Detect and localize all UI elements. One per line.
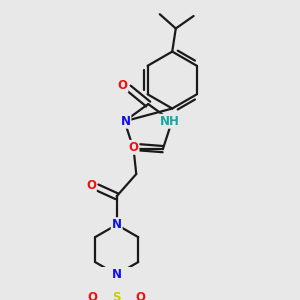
Text: N: N (112, 268, 122, 281)
Text: O: O (86, 179, 96, 192)
Text: O: O (88, 291, 98, 300)
Text: N: N (112, 218, 122, 231)
Text: O: O (136, 291, 146, 300)
Text: N: N (120, 115, 130, 128)
Text: S: S (112, 291, 121, 300)
Text: O: O (128, 141, 139, 154)
Text: O: O (117, 79, 128, 92)
Text: NH: NH (160, 115, 180, 128)
